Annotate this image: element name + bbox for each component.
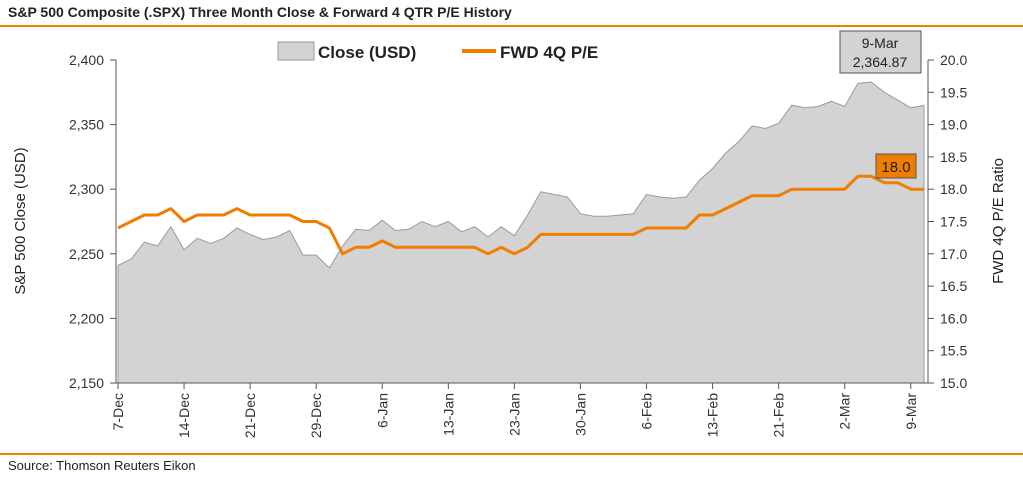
- y2-tick-label: 16.5: [940, 278, 967, 294]
- bottom-rule: [0, 453, 1023, 455]
- pe-callout-value: 18.0: [881, 159, 910, 176]
- x-tick-label: 6-Feb: [639, 393, 655, 430]
- y-tick-label: 2,250: [69, 246, 104, 262]
- y-tick-label: 2,350: [69, 117, 104, 133]
- x-tick-label: 29-Dec: [308, 393, 324, 438]
- x-tick-label: 13-Jan: [440, 393, 456, 436]
- x-tick-label: 13-Feb: [705, 393, 721, 438]
- x-tick-label: 21-Dec: [242, 393, 258, 438]
- x-tick-label: 30-Jan: [572, 393, 588, 436]
- pe-callout: 18.0: [875, 153, 917, 179]
- pe-callout-box: [875, 153, 917, 179]
- y2-tick-label: 18.5: [940, 149, 967, 165]
- y-axis-title: S&P 500 Close (USD): [12, 147, 29, 294]
- x-tick-label: 14-Dec: [176, 393, 192, 438]
- y2-tick-label: 19.0: [940, 117, 967, 133]
- x-tick-label: 21-Feb: [771, 393, 787, 438]
- chart-title: S&P 500 Composite (.SPX) Three Month Clo…: [8, 4, 512, 20]
- legend-close-label: Close (USD): [318, 43, 416, 62]
- x-tick-label: 7-Dec: [110, 393, 126, 430]
- y2-axis-title: FWD 4Q P/E Ratio: [990, 158, 1007, 284]
- y-tick-label: 2,400: [69, 52, 104, 68]
- y2-tick-label: 17.5: [940, 214, 967, 230]
- left-ticks: 2,400 2,350 2,300 2,250 2,200 2,150: [69, 52, 116, 391]
- y2-tick-label: 16.0: [940, 310, 967, 326]
- y2-tick-label: 15.0: [940, 375, 967, 391]
- x-tick-label: 9-Mar: [903, 393, 919, 430]
- x-tick-label: 23-Jan: [506, 393, 522, 436]
- y-tick-label: 2,300: [69, 181, 104, 197]
- legend-close-swatch: [277, 41, 315, 61]
- y2-tick-label: 19.5: [940, 84, 967, 100]
- close-callout-box: [839, 30, 922, 74]
- source-note: Source: Thomson Reuters Eikon: [8, 458, 196, 473]
- y2-tick-label: 15.5: [940, 343, 967, 359]
- close-callout: 9-Mar 2,364.87: [839, 30, 922, 74]
- right-ticks: 20.0 19.5 19.0 18.5 18.0 17.5 17.0 16.5 16.0 15.5…: [928, 52, 967, 391]
- top-rule: [0, 25, 1023, 27]
- close-callout-value: 2,364.87: [853, 54, 908, 70]
- close-area: [117, 81, 925, 384]
- y2-tick-label: 17.0: [940, 246, 967, 262]
- y2-tick-label: 20.0: [940, 52, 967, 68]
- x-tick-label: 2-Mar: [837, 393, 853, 430]
- x-ticks: 7-Dec 14-Dec 21-Dec 29-Dec 6-Jan 13-Jan 23-Jan…: [110, 383, 919, 438]
- legend-pe-label: FWD 4Q P/E: [500, 43, 598, 62]
- y-tick-label: 2,200: [69, 310, 104, 326]
- x-tick-label: 6-Jan: [374, 393, 390, 428]
- close-callout-date: 9-Mar: [862, 35, 899, 51]
- y2-tick-label: 18.0: [940, 181, 967, 197]
- y-tick-label: 2,150: [69, 375, 104, 391]
- legend: Close (USD) FWD 4Q P/E: [277, 41, 598, 62]
- pe-line: [117, 174, 924, 256]
